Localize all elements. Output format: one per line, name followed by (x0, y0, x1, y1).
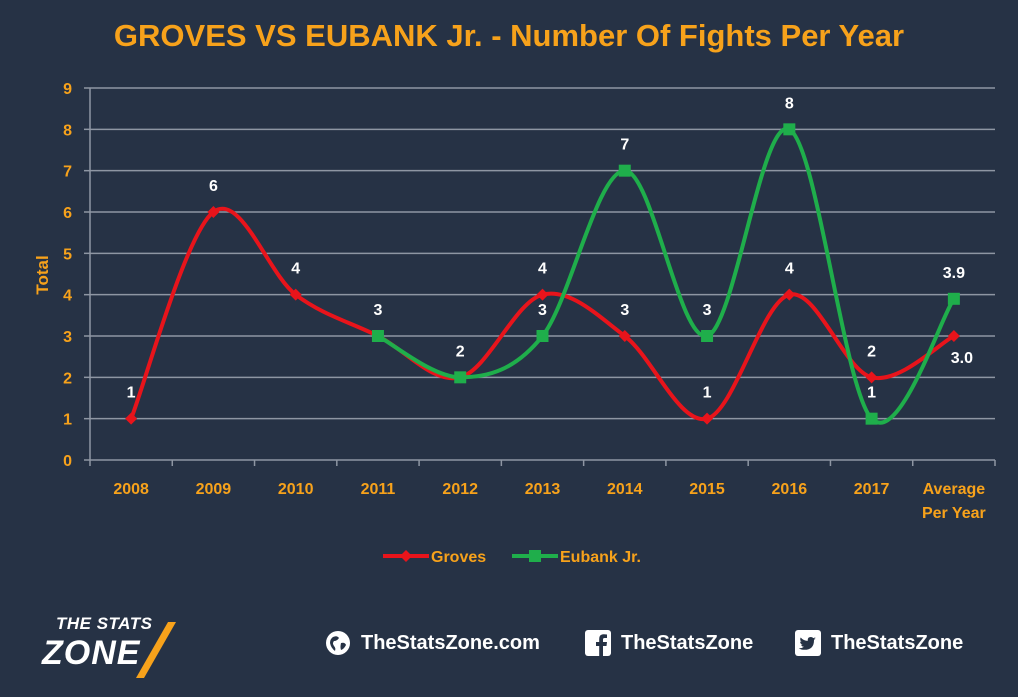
data-label-groves: 4 (785, 261, 794, 278)
chart-title: GROVES VS EUBANK Jr. - Number Of Fights … (113, 18, 905, 53)
legend-marker-eubank (529, 550, 541, 562)
x-tick-label: 2013 (525, 481, 561, 498)
x-tick-label: 2015 (689, 481, 725, 498)
x-tick-label: 2011 (361, 481, 396, 498)
y-tick-label: 9 (63, 81, 72, 98)
x-tick-label: Average (923, 481, 986, 498)
data-label-groves: 6 (209, 178, 218, 195)
x-tick-label: 2008 (113, 481, 149, 498)
website-text: TheStatsZone.com (361, 631, 540, 654)
y-axis-label: Total (33, 255, 52, 294)
x-tick-label: 2017 (854, 481, 890, 498)
data-label-eubank: 7 (620, 137, 629, 154)
data-label-groves: 1 (703, 385, 712, 402)
data-point-eubank (947, 292, 960, 305)
x-tick-label: Per Year (922, 505, 986, 522)
facebook-icon (585, 630, 611, 656)
y-tick-label: 8 (63, 122, 72, 139)
data-label-eubank: 1 (867, 385, 876, 402)
y-tick-label: 3 (63, 329, 72, 346)
y-tick-label: 6 (63, 205, 72, 222)
data-point-groves (536, 288, 549, 301)
x-tick-label: 2010 (278, 481, 314, 498)
x-tick-label: 2009 (196, 481, 232, 498)
data-label-eubank: 3 (538, 302, 547, 319)
data-label-eubank: 3.9 (943, 265, 965, 282)
globe-icon (326, 631, 350, 655)
data-point-groves (289, 288, 302, 301)
data-point-eubank (454, 371, 467, 384)
logo-top-text: THE STATS (56, 614, 153, 633)
legend-label-eubank: Eubank Jr. (560, 549, 641, 566)
facebook-link[interactable]: TheStatsZone (585, 628, 753, 658)
data-label-groves: 2 (867, 343, 876, 360)
data-point-groves (207, 206, 220, 218)
data-point-groves (783, 288, 796, 301)
y-tick-label: 2 (63, 370, 72, 387)
legend-label-groves: Groves (431, 549, 486, 566)
data-label-eubank: 3 (703, 302, 712, 319)
twitter-link[interactable]: TheStatsZone (795, 628, 963, 658)
x-tick-label: 2016 (772, 481, 808, 498)
data-point-eubank (865, 412, 878, 425)
y-tick-label: 1 (63, 412, 72, 429)
website-link[interactable]: TheStatsZone.com (325, 628, 540, 658)
logo-slash-icon (136, 622, 176, 678)
data-point-groves (125, 412, 138, 425)
y-tick-label: 7 (63, 164, 72, 181)
data-label-eubank: 3 (374, 302, 383, 319)
twitter-icon (795, 630, 821, 656)
data-point-eubank (783, 123, 796, 136)
data-label-eubank: 8 (785, 95, 794, 112)
data-point-eubank (371, 330, 384, 342)
data-point-groves (618, 330, 631, 342)
data-label-eubank: 2 (456, 343, 465, 360)
data-point-eubank (618, 164, 631, 177)
stats-zone-logo: THE STATS ZONE (40, 612, 215, 678)
legend-marker-groves (400, 550, 412, 562)
data-point-groves (865, 371, 878, 384)
y-tick-label: 5 (63, 246, 72, 263)
data-label-groves: 4 (291, 261, 300, 278)
twitter-text: TheStatsZone (831, 631, 964, 654)
footer: THE STATS ZONE TheStatsZone.com TheStats… (0, 600, 1018, 697)
data-label-groves: 1 (127, 385, 136, 402)
data-label-groves: 3.0 (951, 350, 973, 367)
data-point-groves (947, 330, 960, 342)
y-tick-label: 0 (63, 453, 72, 470)
data-point-groves (701, 412, 714, 425)
data-point-eubank (536, 330, 549, 342)
logo-main-text: ZONE (42, 634, 141, 672)
y-tick-label: 4 (63, 288, 72, 305)
chart-area: 0 1 2 3 4 5 6 7 8 9 2008 2009 2010 2011 2012 2013 2014 20… (33, 81, 996, 566)
x-tick-label: 2012 (442, 481, 478, 498)
x-tick-label: 2014 (607, 481, 643, 498)
data-point-eubank (701, 330, 714, 342)
data-label-groves: 3 (620, 302, 629, 319)
facebook-text: TheStatsZone (621, 631, 754, 654)
data-label-groves: 4 (538, 261, 547, 278)
